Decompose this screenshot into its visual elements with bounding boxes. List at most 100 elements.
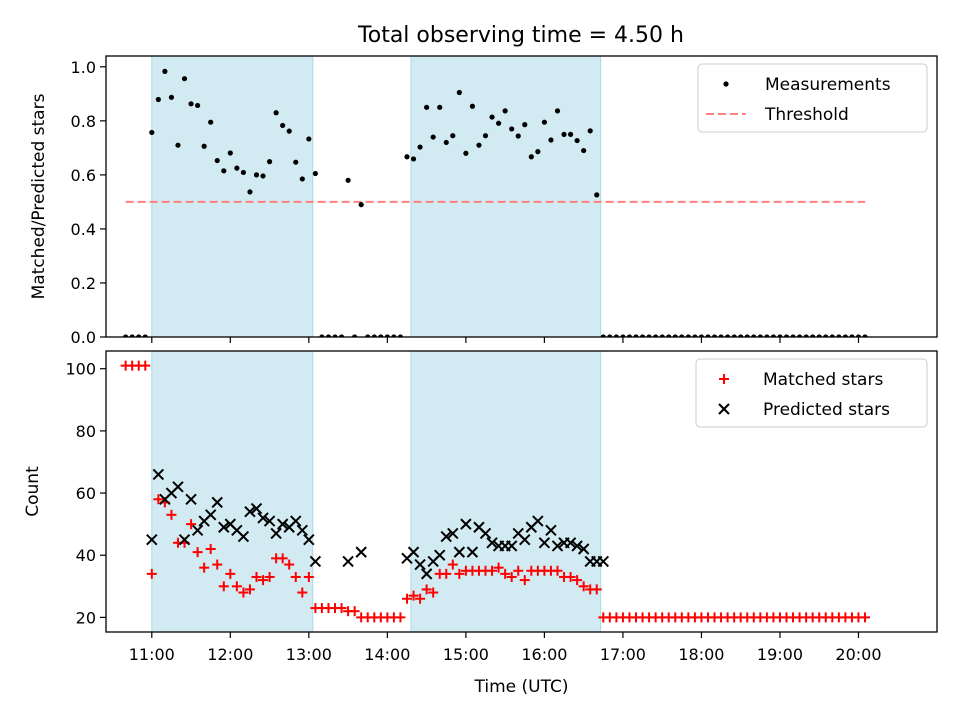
- matched-star-point: [225, 568, 236, 579]
- matched-star-point: [421, 584, 432, 595]
- measurement-point: [424, 104, 430, 110]
- predicted-star-stroke2: [257, 512, 269, 524]
- y-tick-label: 80: [76, 422, 96, 441]
- matched-star-point: [297, 587, 308, 598]
- measurement-point: [476, 142, 482, 148]
- matched-star-point: [349, 606, 360, 617]
- observing-window-shade: [410, 55, 602, 338]
- axes-frame: [105, 55, 938, 338]
- y-tick-label: 0.8: [71, 112, 96, 131]
- predicted-star-stroke2: [551, 540, 564, 552]
- measurement-point: [528, 154, 534, 160]
- matched-star-point: [513, 565, 524, 576]
- measurement-point: [312, 170, 318, 177]
- predicted-star-point: [532, 515, 544, 527]
- measurement-point: [541, 119, 548, 125]
- predicted-star-point: [564, 537, 577, 549]
- predicted-star-stroke2: [532, 515, 544, 527]
- matched-star-point: [487, 565, 498, 576]
- observing-window-shade: [410, 350, 602, 633]
- measurement-point: [201, 143, 207, 149]
- matched-star-point: [336, 603, 347, 614]
- observing-window-shade: [151, 55, 314, 338]
- y-axis-label: Matched/Predicted stars: [29, 93, 49, 299]
- predicted-star-point: [303, 533, 315, 546]
- matched-star-point: [454, 568, 465, 579]
- predicted-star-point: [309, 555, 322, 568]
- matched-star-point: [578, 581, 589, 592]
- predicted-star-stroke2: [211, 496, 223, 509]
- predicted-star-stroke2: [440, 530, 452, 543]
- measurement-point: [299, 176, 305, 182]
- predicted-star-stroke2: [479, 527, 492, 540]
- predicted-star-stroke2: [447, 527, 459, 540]
- measurement-point: [358, 202, 364, 208]
- y-tick-label: 0.2: [71, 274, 96, 293]
- predicted-star-stroke2: [204, 509, 217, 521]
- measurement-point: [509, 126, 515, 132]
- predicted-star-stroke2: [473, 521, 485, 533]
- predicted-star-point: [551, 540, 564, 552]
- y-tick-label: 0.6: [71, 166, 96, 185]
- matched-star-point: [231, 581, 242, 592]
- legend-marker-measurements: [723, 81, 729, 87]
- measurement-point: [404, 154, 410, 160]
- predicted-star-point: [577, 543, 590, 555]
- measurement-point: [430, 134, 436, 140]
- predicted-star-point: [146, 533, 158, 546]
- predicted-star-point: [460, 518, 472, 530]
- measurement-point: [567, 131, 574, 137]
- predicted-star-point: [237, 530, 250, 543]
- predicted-star-stroke2: [538, 537, 551, 549]
- matched-star-point: [238, 587, 249, 598]
- matched-star-point: [441, 568, 452, 579]
- legend-box: [695, 358, 928, 428]
- matched-star-point: [290, 571, 301, 582]
- matched-star-point: [401, 593, 412, 604]
- x-tick-label: 18:00: [678, 645, 724, 664]
- predicted-star-point: [263, 515, 276, 527]
- predicted-star-point: [434, 549, 446, 561]
- matched-star-point: [277, 553, 288, 564]
- measurement-point: [221, 168, 227, 174]
- measurement-point: [554, 108, 561, 114]
- matched-star-point: [264, 571, 275, 582]
- predicted-star-point: [172, 481, 184, 493]
- predicted-star-stroke2: [342, 555, 354, 568]
- measurement-point: [417, 144, 423, 150]
- legend-box: [697, 63, 928, 133]
- matched-star-point: [218, 581, 229, 592]
- predicted-star-stroke2: [237, 530, 250, 543]
- top-panel: 0.0 0.2 0.4 0.6 0.8 1.0 Matched/Predicted star…: [29, 55, 938, 347]
- observing-window-shade: [151, 350, 314, 633]
- y-tick-label: 0.4: [71, 220, 96, 239]
- measurement-point: [450, 133, 456, 139]
- predicted-star-point: [519, 533, 531, 546]
- predicted-star-stroke2: [512, 527, 524, 540]
- matched-star-point: [199, 562, 210, 573]
- plot-area: [120, 360, 871, 623]
- predicted-star-stroke2: [309, 555, 322, 568]
- matched-star-point: [591, 584, 602, 595]
- matched-star-point: [860, 612, 871, 623]
- matched-star-point: [572, 575, 583, 586]
- predicted-star-stroke2: [250, 502, 263, 515]
- x-tick-label: 11:00: [129, 645, 175, 664]
- measurement-point: [515, 133, 521, 139]
- predicted-star-point: [218, 521, 230, 533]
- predicted-star-stroke2: [571, 540, 583, 552]
- matched-star-point: [146, 568, 157, 579]
- legend-label: Predicted stars: [763, 400, 890, 420]
- matched-star-point: [552, 565, 563, 576]
- measurement-point: [208, 119, 214, 125]
- matched-star-point: [395, 612, 406, 623]
- predicted-star-stroke2: [597, 555, 609, 568]
- measurement-point: [548, 137, 554, 143]
- measurement-point: [149, 129, 155, 136]
- predicted-star-stroke2: [191, 524, 204, 537]
- predicted-star-stroke2: [577, 543, 590, 555]
- predicted-star-stroke2: [178, 533, 191, 546]
- y-tick-label: 100: [65, 360, 96, 379]
- figure-title: Total observing time = 4.50 h: [357, 23, 684, 48]
